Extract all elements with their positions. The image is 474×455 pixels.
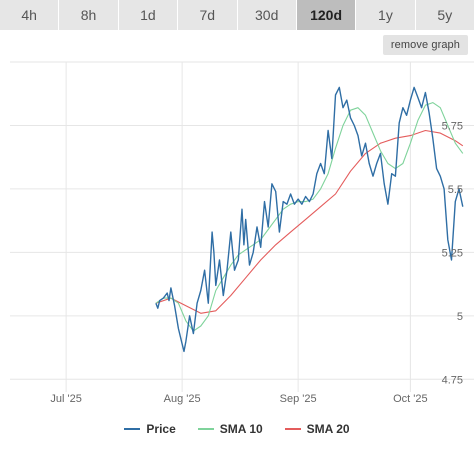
tab-5y[interactable]: 5y xyxy=(415,0,474,30)
legend-label-sma10: SMA 10 xyxy=(219,422,263,436)
legend-swatch-price xyxy=(124,428,141,430)
chart-series xyxy=(155,86,464,353)
timeframe-tabs: 4h 8h 1d 7d 30d 120d 1y 5y xyxy=(0,0,474,30)
price-line xyxy=(155,86,464,353)
x-tick-label: Sep '25 xyxy=(280,393,317,405)
legend-item-sma10[interactable]: SMA 10 xyxy=(197,422,263,436)
tab-1y[interactable]: 1y xyxy=(356,0,416,30)
tab-120d[interactable]: 120d xyxy=(296,0,357,30)
tab-4h[interactable]: 4h xyxy=(0,0,60,30)
legend-item-price[interactable]: Price xyxy=(124,422,176,436)
legend-swatch-sma20 xyxy=(284,428,301,430)
x-axis-ticks: Jul '25 Aug '25 Sep '25 Oct '25 xyxy=(50,393,427,405)
y-tick-label: 4.75 xyxy=(442,374,463,386)
tab-1d[interactable]: 1d xyxy=(118,0,179,30)
y-tick-label: 5.75 xyxy=(442,120,463,132)
grid-lines xyxy=(10,61,474,392)
y-axis-ticks: 4.75 5 5.25 5.5 5.75 xyxy=(442,120,463,386)
legend-label-price: Price xyxy=(146,422,176,436)
tab-8h[interactable]: 8h xyxy=(59,0,119,30)
x-tick-label: Oct '25 xyxy=(393,393,428,405)
y-tick-label: 5.5 xyxy=(448,184,463,196)
x-tick-label: Jul '25 xyxy=(50,393,81,405)
chart-legend: Price SMA 10 SMA 20 xyxy=(0,420,474,438)
sma20-line xyxy=(155,129,464,314)
tab-30d[interactable]: 30d xyxy=(237,0,297,30)
y-tick-label: 5.25 xyxy=(442,247,463,259)
y-tick-label: 5 xyxy=(457,311,463,323)
remove-graph-button[interactable]: remove graph xyxy=(382,35,468,55)
tab-7d[interactable]: 7d xyxy=(178,0,238,30)
legend-label-sma20: SMA 20 xyxy=(306,422,350,436)
legend-item-sma20[interactable]: SMA 20 xyxy=(284,422,350,436)
x-tick-label: Aug '25 xyxy=(164,393,201,405)
legend-swatch-sma10 xyxy=(197,428,214,430)
